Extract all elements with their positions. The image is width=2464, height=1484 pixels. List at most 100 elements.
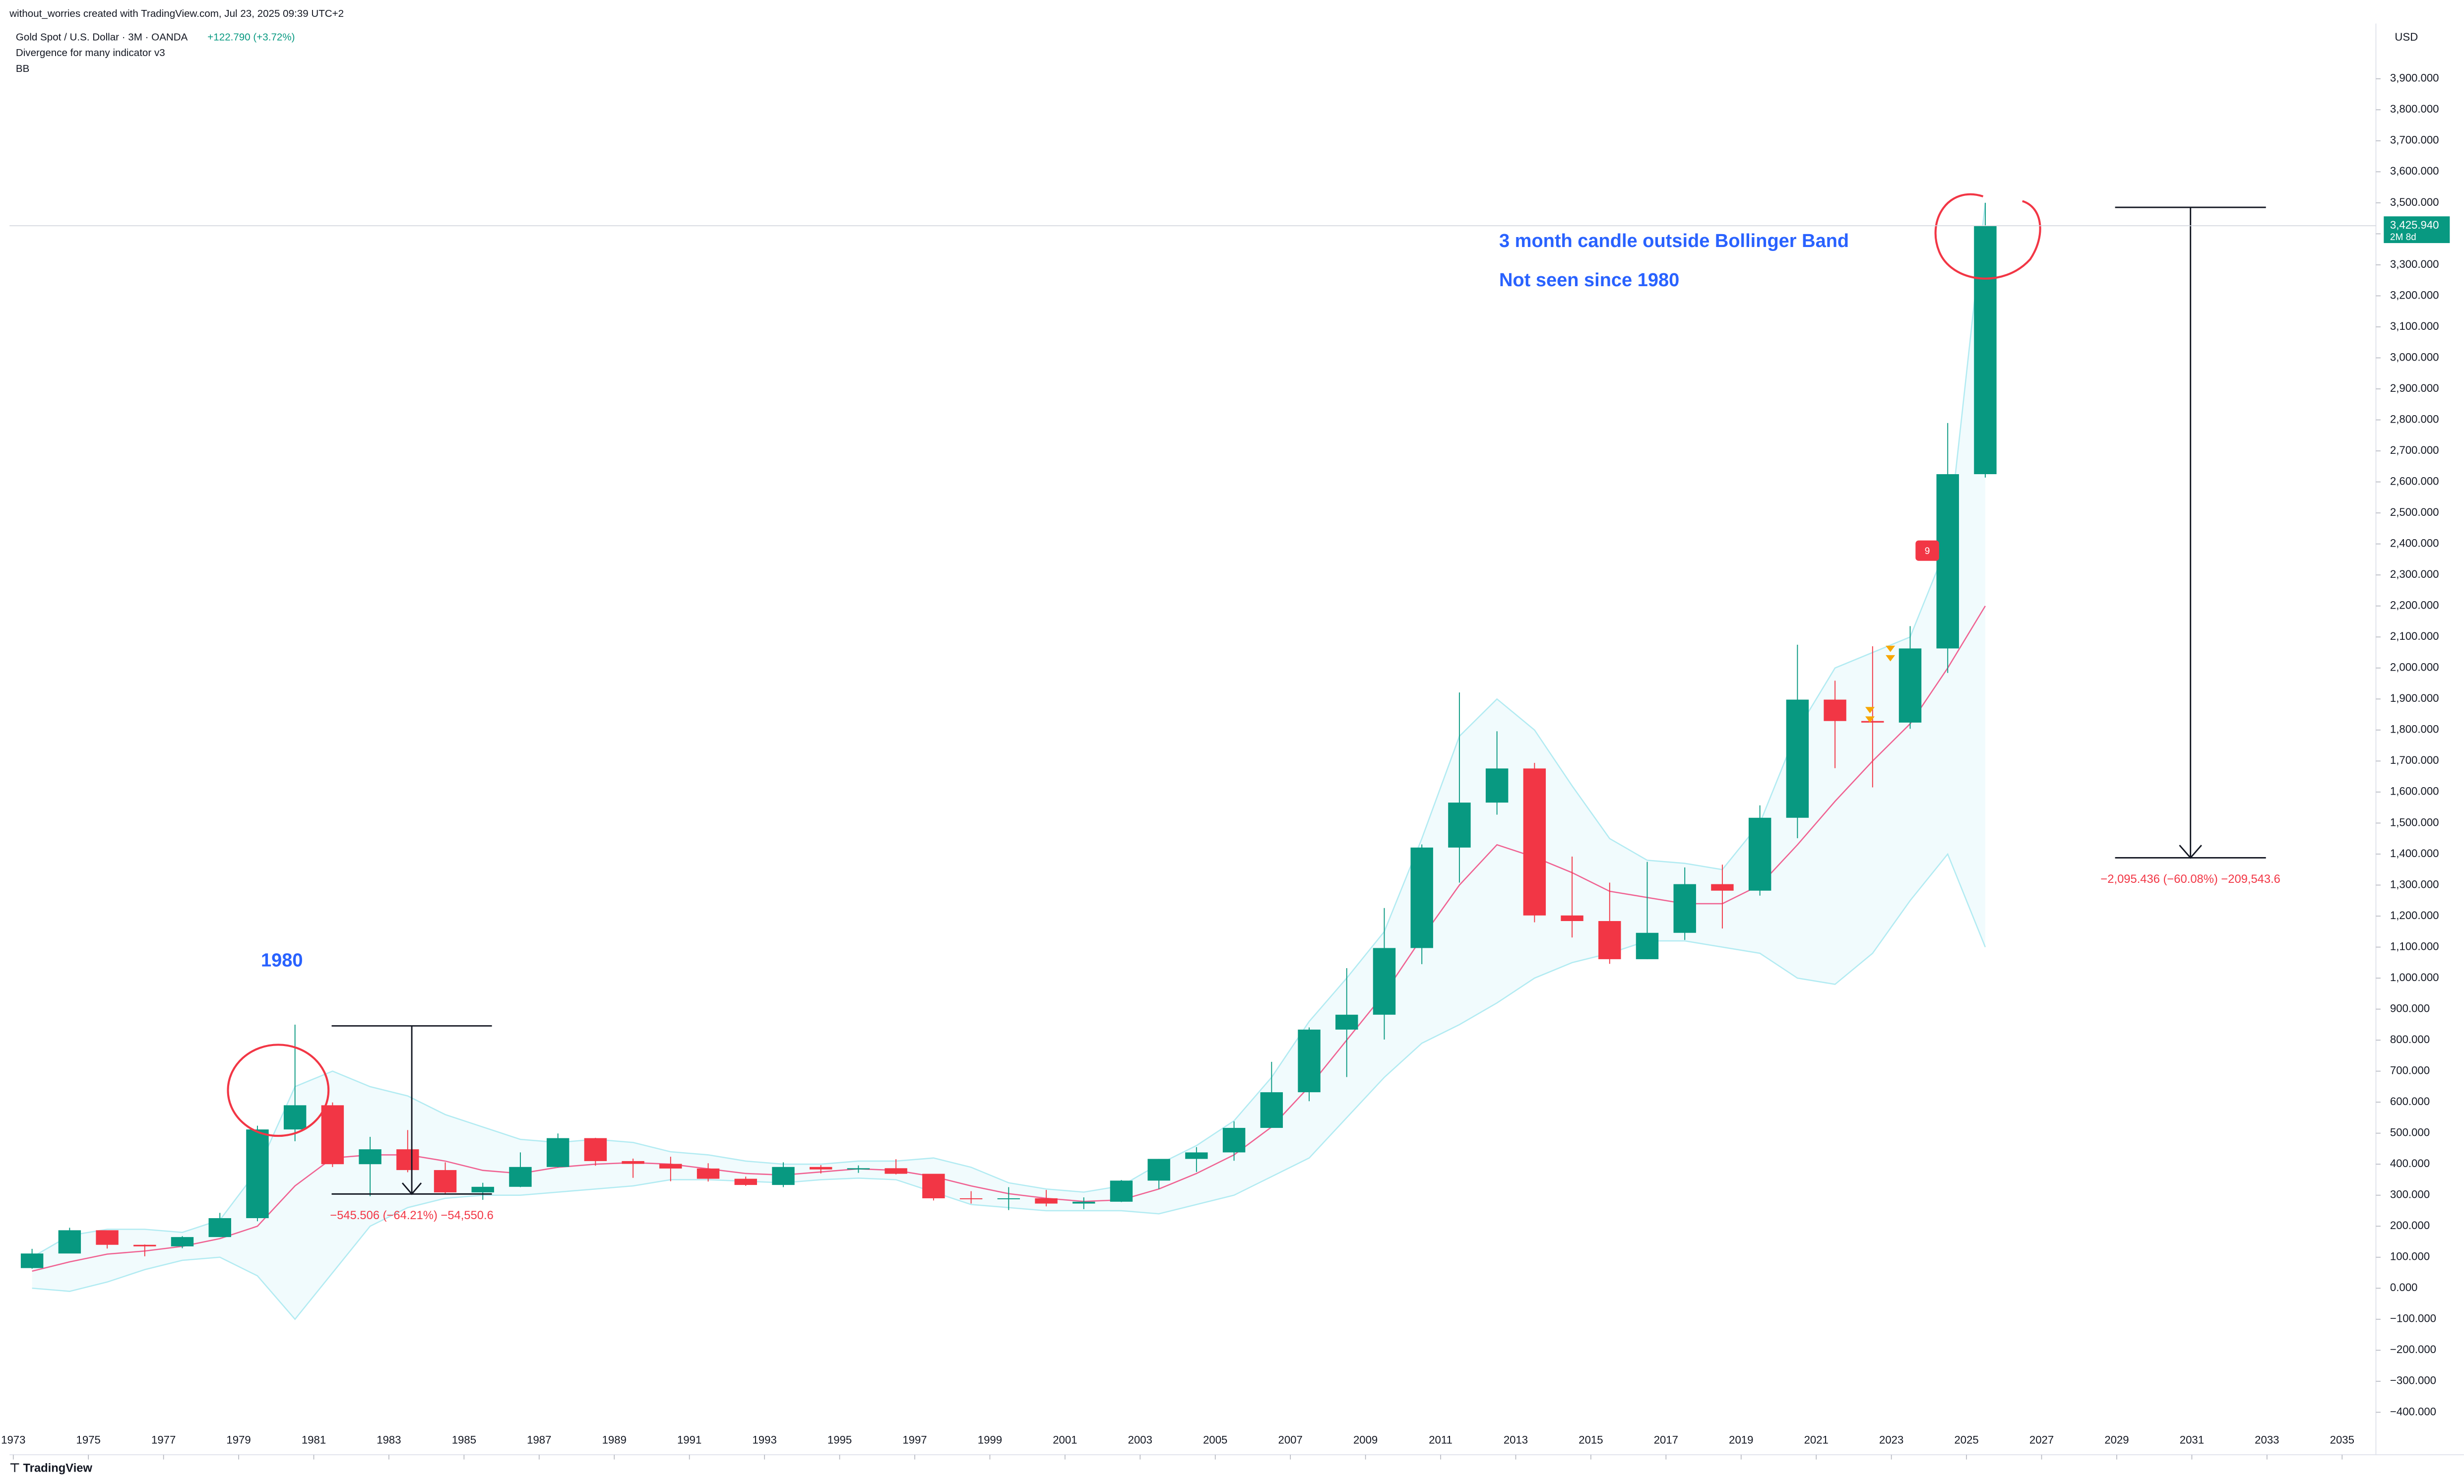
y-tick-label: 2,200.000 [2390, 599, 2439, 612]
x-tick-label: 2007 [1278, 1433, 1303, 1446]
candle-body [809, 1167, 832, 1170]
measure-drawing [331, 206, 2266, 1195]
candle-body [58, 1230, 81, 1254]
candle-body [1824, 699, 1846, 721]
y-tick-label: 3,000.000 [2390, 351, 2439, 363]
x-tick-label: 2025 [1954, 1433, 1978, 1446]
candle-body [1110, 1180, 1133, 1202]
x-tick-label: 2003 [1128, 1433, 1152, 1446]
x-tick-label: 2033 [2255, 1433, 2279, 1446]
y-tick-label: 2,900.000 [2390, 382, 2439, 394]
x-tick-label: 1993 [752, 1433, 776, 1446]
signal-marker [1915, 540, 1939, 561]
indicator: BB [16, 63, 29, 74]
y-tick-label: 3,100.000 [2390, 320, 2439, 332]
candle-body [1936, 474, 1959, 649]
candle-body [359, 1149, 381, 1165]
x-tick-label: 1973 [1, 1433, 25, 1446]
annotation: 1980 [261, 950, 303, 971]
countdown-label: 2M 8d [2390, 232, 2416, 243]
candle-body [434, 1170, 457, 1193]
y-tick-label: 1,400.000 [2390, 847, 2439, 860]
candle-body [396, 1149, 419, 1171]
circle-drawing [1934, 193, 2041, 280]
candle-body [1711, 884, 1734, 891]
y-tick-label: 200.000 [2390, 1219, 2430, 1232]
candle-body [885, 1168, 907, 1174]
y-tick-label: 2,300.000 [2390, 568, 2439, 580]
y-tick-label: 2,600.000 [2390, 475, 2439, 487]
x-tick-label: 1997 [902, 1433, 927, 1446]
logo-text: TradingView [23, 1462, 93, 1475]
measure-label: −545.506 (−64.21%) −54,550.6 [330, 1209, 493, 1222]
x-tick-label: 2019 [1729, 1433, 1753, 1446]
x-tick-label: 1981 [302, 1433, 326, 1446]
band-line [31, 202, 1986, 1258]
x-tick-label: 1995 [827, 1433, 852, 1446]
x-tick-label: 1999 [978, 1433, 1002, 1446]
candle-body [471, 1186, 494, 1193]
x-tick-label: 2005 [1203, 1433, 1227, 1446]
candle-body [321, 1105, 344, 1165]
candle-body [922, 1174, 945, 1198]
candle-body [1523, 768, 1546, 916]
y-tick-label: 3,300.000 [2390, 258, 2439, 270]
x-tick-label: 2029 [2104, 1433, 2129, 1446]
y-tick-label: 3,500.000 [2390, 196, 2439, 208]
candle-body [1298, 1029, 1321, 1093]
circle-drawing [227, 1044, 330, 1137]
candle-body [1147, 1159, 1170, 1181]
candle-body [1035, 1198, 1058, 1204]
x-tick-label: 2031 [2180, 1433, 2204, 1446]
candle-body [1222, 1128, 1246, 1153]
y-tick-label: 3,800.000 [2390, 103, 2439, 115]
y-tick-label: 1,200.000 [2390, 909, 2439, 922]
candle-body [1335, 1014, 1358, 1030]
candle-body [20, 1253, 44, 1268]
y-tick-label: 300.000 [2390, 1188, 2430, 1201]
candle-body [1861, 721, 1884, 723]
candle-body [1410, 847, 1433, 948]
y-tick-label: 100.000 [2390, 1250, 2430, 1263]
candle-body [622, 1161, 644, 1164]
candle-body [1673, 884, 1696, 933]
y-tick-label: −400.000 [2390, 1405, 2436, 1418]
candle-body [133, 1244, 156, 1246]
x-tick-label: 2035 [2330, 1433, 2354, 1446]
x-tick-label: 2001 [1053, 1433, 1077, 1446]
candle-body [283, 1105, 307, 1130]
candle-body [1974, 226, 1997, 475]
change: +122.790 (+3.72%) [207, 31, 295, 43]
y-tick-label: −300.000 [2390, 1374, 2436, 1387]
y-tick-label: 900.000 [2390, 1002, 2430, 1014]
x-tick-label: 1987 [527, 1433, 551, 1446]
y-tick-label: 1,500.000 [2390, 816, 2439, 828]
y-tick-label: 2,700.000 [2390, 444, 2439, 456]
x-tick-label: 1991 [677, 1433, 701, 1446]
y-tick-label: 1,100.000 [2390, 940, 2439, 952]
y-tick-label: 400.000 [2390, 1157, 2430, 1170]
x-tick-label: 2009 [1353, 1433, 1378, 1446]
y-tick-label: 500.000 [2390, 1126, 2430, 1139]
candle-body [659, 1164, 682, 1169]
y-tick-label: 1,700.000 [2390, 754, 2439, 766]
last-price-label: 3,425.940 [2390, 219, 2439, 231]
candle-body [1786, 699, 1809, 818]
candle-body [1373, 948, 1396, 1015]
signal-label: 9 [1925, 546, 1930, 556]
candle-body [1598, 921, 1621, 959]
candle-body [734, 1178, 757, 1185]
candle-body [1561, 915, 1583, 921]
candle-body [208, 1218, 231, 1237]
indicator: Divergence for many indicator v3 [16, 47, 165, 59]
candle-body [772, 1167, 795, 1185]
y-tick-label: 800.000 [2390, 1033, 2430, 1046]
y-tick-label: 700.000 [2390, 1064, 2430, 1076]
candle-body [1185, 1152, 1208, 1159]
candle-body [246, 1129, 269, 1218]
x-tick-label: 2017 [1654, 1433, 1678, 1446]
candle-body [997, 1198, 1020, 1199]
y-tick-label: 2,000.000 [2390, 661, 2439, 674]
